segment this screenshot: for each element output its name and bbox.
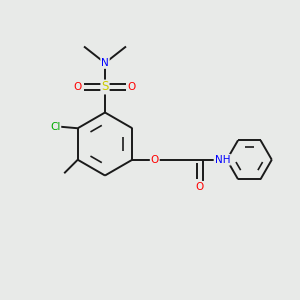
Text: O: O bbox=[196, 182, 204, 192]
Text: N: N bbox=[101, 58, 109, 68]
Text: S: S bbox=[101, 80, 109, 94]
Text: O: O bbox=[128, 82, 136, 92]
Text: O: O bbox=[74, 82, 82, 92]
Text: O: O bbox=[151, 155, 159, 165]
Text: Cl: Cl bbox=[50, 122, 60, 132]
Text: NH: NH bbox=[214, 155, 230, 165]
